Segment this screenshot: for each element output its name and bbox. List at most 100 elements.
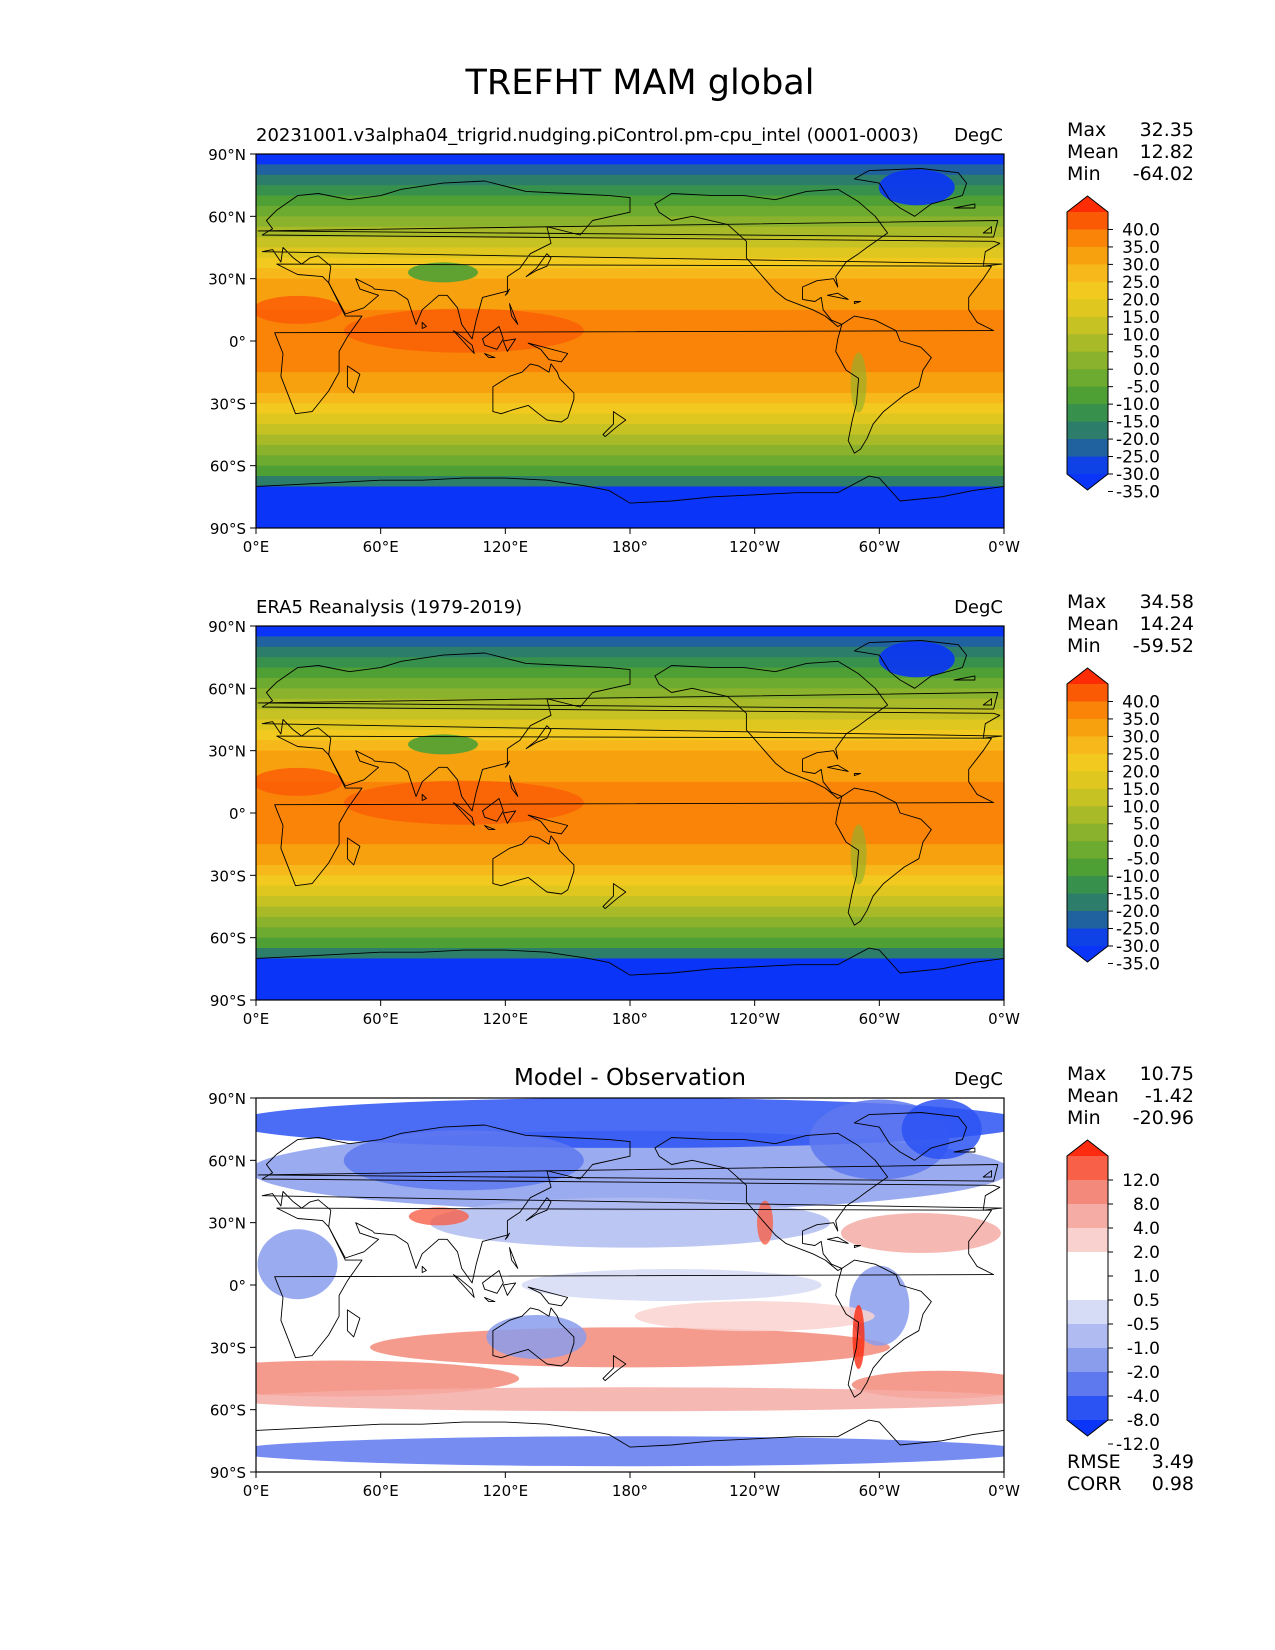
warm-pool: [343, 780, 584, 825]
coastline: [261, 1124, 1003, 1284]
coastline: [982, 698, 992, 706]
lat-tick-label: 60°N: [208, 208, 246, 226]
colorbar-swatch: [1067, 1252, 1108, 1277]
coastline-antarctica: [256, 475, 1004, 504]
lon-tick-label: 0°W: [988, 538, 1020, 556]
coastline: [835, 787, 932, 926]
temperature-band: [256, 864, 1004, 876]
lat-tick-label: 60°N: [208, 1152, 246, 1170]
lon-tick-label: 120°W: [729, 538, 780, 556]
lon-tick-label: 120°W: [729, 1482, 780, 1500]
lon-tick-label: 180°: [612, 1010, 648, 1028]
lon-tick-label: 60°E: [363, 1010, 399, 1028]
colorbar-tick-label: -25.0: [1116, 448, 1160, 468]
temperature-band: [256, 927, 1004, 939]
coastline: [509, 303, 519, 325]
colorbar-swatch: [1067, 928, 1108, 947]
temperature-band: [256, 413, 1004, 425]
colorbar-tick-label: 20.0: [1122, 290, 1160, 310]
temperature-band: [256, 237, 1004, 249]
coastline: [492, 835, 575, 895]
colorbar-swatch: [1067, 876, 1108, 895]
greenland-cold: [878, 641, 955, 678]
temperature-band: [256, 646, 1004, 658]
panel-left-title: ERA5 Reanalysis (1979-2019): [256, 597, 522, 618]
temperature-band: [256, 392, 1004, 404]
stat-min-value: -59.52: [1133, 635, 1194, 657]
temperature-band: [256, 948, 1004, 960]
colorbar-tick-label: 0.0: [1133, 832, 1160, 852]
stat-min-label: Min: [1067, 635, 1101, 657]
warm-pool: [343, 308, 584, 353]
colorbar-tick-label: 2.0: [1133, 1243, 1160, 1263]
colorbar-tick-label: 20.0: [1122, 762, 1160, 782]
lat-tick-label: 0°: [229, 1277, 246, 1295]
sahara-heat: [256, 295, 343, 324]
temperature-band: [256, 844, 1004, 866]
colorbar-swatch: [1067, 1156, 1108, 1181]
lat-tick-label: 90°S: [210, 992, 246, 1010]
panel-model: 20231001.v3alpha04_trigrid.nudging.piCon…: [208, 119, 1194, 556]
temperature-band: [256, 434, 1004, 446]
temperature-band: [256, 486, 1004, 528]
lat-tick-labels: 90°N 60°N 30°N 0° 30°S 60°S 90°S: [208, 1090, 256, 1482]
colorbar-swatch: [1067, 456, 1108, 475]
colorbar-tick-label: 5.0: [1133, 343, 1160, 363]
temperature-band: [256, 626, 1004, 637]
stat-max-label: Max: [1067, 591, 1106, 613]
lat-tick-label: 90°N: [208, 618, 246, 636]
lon-tick-labels: 0°E 60°E 120°E 180° 120°W 60°W 0°W: [243, 1472, 1020, 1500]
panel-title: Model - Observation: [514, 1065, 746, 1091]
diff-anomaly: [370, 1327, 890, 1368]
coastline: [492, 1307, 575, 1367]
colorbar-swatch: [1067, 893, 1108, 912]
colorbar-tick-label: 25.0: [1122, 745, 1160, 765]
panel-units: DegC: [954, 1069, 1003, 1090]
colorbar-swatch: [1067, 684, 1108, 702]
coastline: [452, 802, 475, 826]
diff-anomaly: [256, 1387, 1004, 1412]
colorbar-swatch: [1067, 229, 1108, 248]
temperature-band: [256, 164, 1004, 176]
stat-min-label: Min: [1067, 1107, 1101, 1129]
coastline: [853, 168, 968, 217]
andes-anomaly: [852, 1304, 865, 1369]
diff-anomaly: [430, 1197, 830, 1248]
stat-mean-label: Mean: [1067, 613, 1119, 635]
coastline: [853, 1112, 968, 1161]
coastline: [826, 764, 849, 772]
coastline: [602, 883, 627, 910]
coastline: [502, 1282, 517, 1296]
colorbar-swatch: [1067, 718, 1108, 737]
temperature-band: [256, 740, 1004, 752]
coastline: [982, 1170, 992, 1178]
colorbar-tick-label: -30.0: [1116, 465, 1160, 485]
stat-mean-value: 12.82: [1140, 141, 1194, 163]
colorbar: 40.035.030.025.020.015.010.05.00.0-5.0-1…: [1066, 195, 1160, 502]
temperature-field-observation: [256, 626, 1004, 1000]
colorbar-swatch: [1067, 421, 1108, 440]
lon-tick-label: 60°W: [859, 538, 901, 556]
stat-min-value: -20.96: [1133, 1107, 1194, 1129]
lon-tick-label: 60°E: [363, 1482, 399, 1500]
tibet-cold: [408, 262, 478, 283]
colorbar-extend-max: [1067, 668, 1108, 684]
coastline: [602, 1355, 627, 1382]
colorbar-swatch: [1067, 788, 1108, 807]
colorbar-swatch: [1067, 1372, 1108, 1397]
colorbar-tick-label: -10.0: [1116, 867, 1160, 887]
lat-tick-label: 30°N: [208, 743, 246, 761]
colorbar-swatch: [1067, 1348, 1108, 1373]
colorbar-tick-label: -35.0: [1116, 954, 1160, 974]
colorbar-tick-label: -10.0: [1116, 395, 1160, 415]
coastline: [257, 1164, 999, 1182]
diff-anomaly: [849, 1265, 910, 1346]
stat-rmse-value: 3.49: [1152, 1451, 1194, 1473]
colorbar-tick-label: -5.0: [1127, 850, 1160, 870]
lat-tick-label: 0°: [229, 333, 246, 351]
stat-max-label: Max: [1067, 119, 1106, 141]
coastline: [525, 253, 552, 278]
map-plot: [255, 153, 1005, 529]
temperature-band: [256, 885, 1004, 897]
temperature-band: [256, 750, 1004, 783]
